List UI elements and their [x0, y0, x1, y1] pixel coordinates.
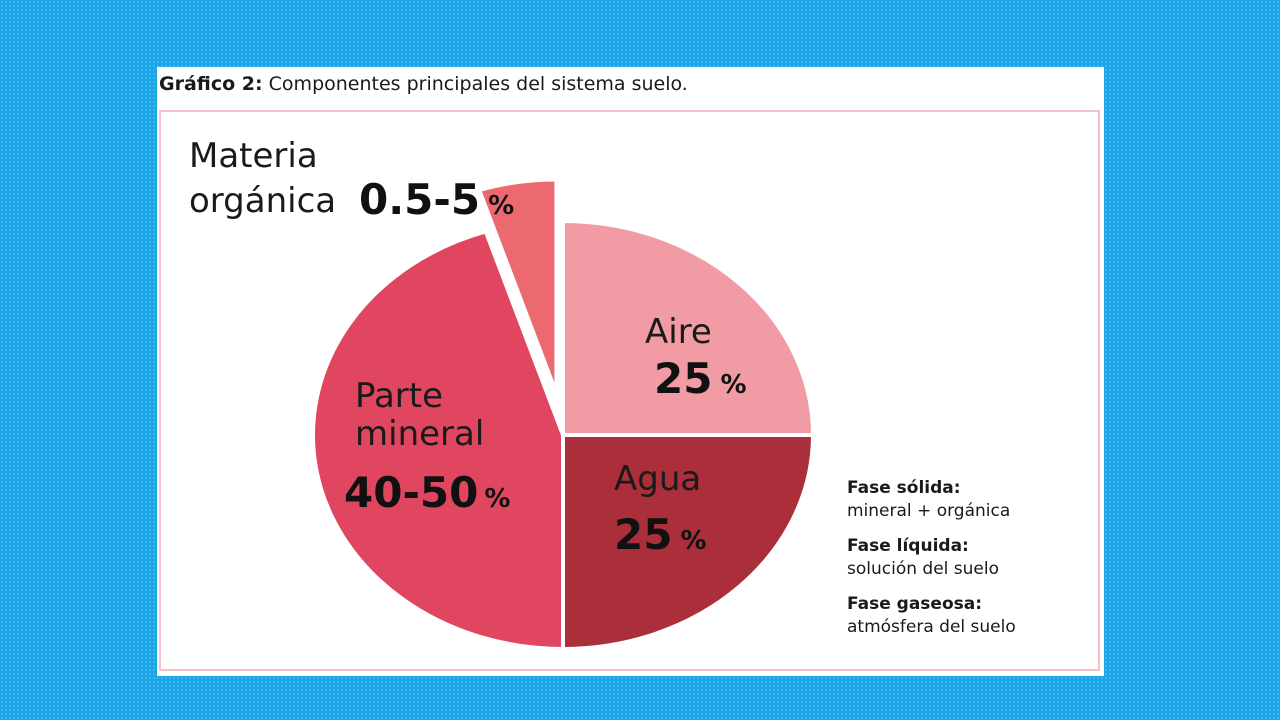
- slice-value-parte-mineral: 40-50%: [344, 468, 510, 517]
- note-desc-solida: mineral + orgánica: [847, 501, 1011, 521]
- note-title-gaseosa: Fase gaseosa:: [847, 594, 983, 614]
- note-title-liquida: Fase líquida:: [847, 536, 969, 556]
- chart-caption: Gráfico 2: Componentes principales del s…: [159, 73, 688, 95]
- note-desc-liquida: solución del suelo: [847, 559, 999, 579]
- slice-label-parte-mineral-line1: Parte: [355, 376, 443, 416]
- pie-slice-materia-organica: [476, 177, 559, 395]
- caption-text: Componentes principales del sistema suel…: [262, 73, 688, 95]
- slice-label-agua: Agua: [614, 459, 701, 499]
- caption-lead: Gráfico 2:: [159, 73, 263, 95]
- note-desc-gaseosa: atmósfera del suelo: [847, 617, 1016, 637]
- slice-value-aire: 25%: [654, 354, 747, 403]
- slice-label-materia-organica-line1: Materia: [189, 136, 318, 176]
- chart-slide: Gráfico 2: Componentes principales del s…: [157, 67, 1104, 676]
- pie-slice-agua: [561, 433, 816, 652]
- slice-label-materia-organica-line2: orgánica: [189, 181, 336, 221]
- pie-chart: Aire 25% Agua 25% Parte mineral 40-50% M…: [189, 136, 816, 652]
- pie-slice-parte-mineral: [311, 229, 565, 652]
- chart-frame: [159, 110, 1100, 671]
- slice-value-materia-organica: 0.5-5%: [359, 175, 514, 224]
- phase-notes: Fase sólida: mineral + orgánica Fase líq…: [847, 477, 1016, 651]
- pie-slice-aire: [561, 218, 816, 437]
- note-title-solida: Fase sólida:: [847, 478, 961, 498]
- slice-value-agua: 25%: [614, 510, 707, 559]
- slice-label-parte-mineral-line2: mineral: [355, 414, 484, 454]
- slice-label-aire: Aire: [645, 312, 712, 352]
